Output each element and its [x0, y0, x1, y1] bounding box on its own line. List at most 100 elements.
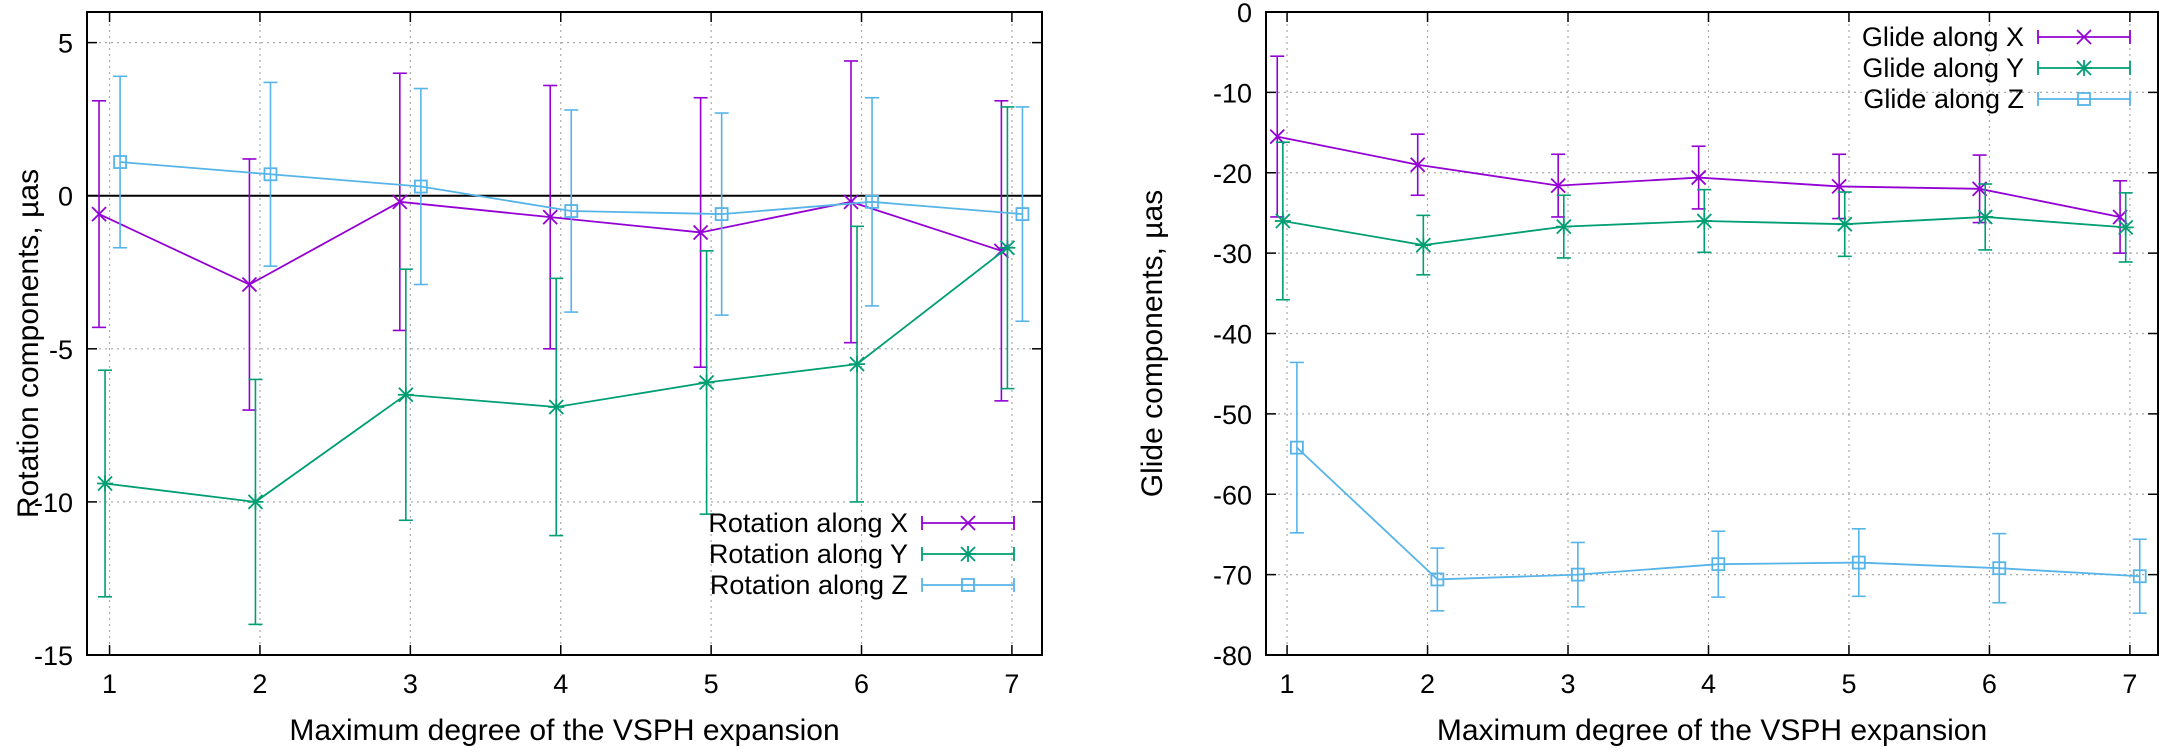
y-axis-label: Rotation components, µas — [12, 169, 45, 518]
data-point-marker — [999, 239, 1016, 256]
data-point-marker — [97, 475, 114, 492]
marker-stroke — [843, 194, 859, 210]
x-axis-label: Maximum degree of the VSPH expansion — [289, 714, 839, 747]
data-point-marker — [1836, 216, 1853, 233]
legend-label: Rotation along Z — [710, 570, 908, 600]
marker-stroke — [1691, 169, 1707, 186]
series-2 — [1274, 141, 2134, 301]
y-tick-label: -40 — [1213, 320, 1252, 350]
y-tick-label: -30 — [1213, 239, 1252, 269]
y-tick-label: -15 — [34, 641, 73, 671]
chart-panel-1: 1 2 3 4 5 6 7 5 0 -5 -10 -15 Maximum degree of the V… — [12, 11, 1043, 747]
marker-stroke — [542, 209, 558, 225]
marker-stroke — [392, 194, 408, 210]
marker-stroke — [1550, 177, 1566, 194]
y-tick-label: -5 — [49, 335, 73, 365]
x-tick-label: 1 — [102, 669, 117, 699]
data-point-marker — [2076, 60, 2092, 76]
data-point-marker — [1691, 169, 1707, 186]
data-point-marker — [843, 194, 859, 210]
data-point-marker — [542, 209, 558, 225]
data-point-marker — [714, 207, 729, 221]
data-point-marker — [960, 515, 976, 531]
data-point-marker — [1696, 212, 1713, 229]
data-point-marker — [1290, 440, 1304, 455]
y-tick-label: -10 — [1213, 78, 1252, 108]
data-point-marker — [1430, 572, 1445, 587]
marker-stroke — [2112, 209, 2128, 225]
legend-label: Glide along Y — [1862, 53, 2024, 83]
legend-entry: Glide along Z — [1863, 84, 2131, 114]
marker-stroke — [960, 515, 976, 531]
data-point-marker — [1274, 212, 1291, 229]
legend-entry: Glide along X — [1862, 22, 2131, 52]
legend-entry: Rotation along Y — [709, 539, 1015, 569]
data-point-marker — [263, 167, 278, 182]
x-tick-label: 2 — [1420, 669, 1435, 699]
data-point-marker — [1015, 207, 1030, 221]
y-axis-label: Glide components, µas — [1136, 190, 1169, 497]
data-point-marker — [413, 179, 428, 194]
x-tick-label: 6 — [854, 669, 869, 699]
data-point-marker — [1410, 157, 1426, 173]
marker-stroke — [2076, 29, 2092, 45]
plot-frame — [86, 11, 1043, 656]
marker-stroke — [692, 224, 709, 241]
data-point-marker — [1851, 555, 1866, 570]
chart-panel-2: 1 2 3 4 5 6 7 0 -10 -20 -30 -40 -50 -60 -70 -80 Maximum … — [1136, 0, 2159, 747]
data-point-marker — [392, 194, 408, 210]
data-point-marker — [91, 206, 107, 222]
x-tick-label: 7 — [2122, 669, 2137, 699]
y-tick-label: -70 — [1213, 561, 1252, 591]
data-point-marker — [2077, 92, 2091, 106]
y-tick-label: -80 — [1213, 641, 1252, 671]
legend-entry: Glide along Y — [1862, 53, 2131, 83]
data-point-marker — [113, 155, 127, 169]
series-line — [120, 161, 1023, 215]
data-point-marker — [2132, 569, 2147, 584]
series-line — [1296, 446, 2140, 581]
data-point-marker — [1269, 128, 1285, 145]
series-3 — [1289, 361, 2147, 615]
legend-entry: Rotation along Z — [710, 570, 1015, 600]
y-tick-label: -60 — [1213, 480, 1252, 510]
plot-frame — [1265, 11, 2159, 656]
data-point-marker — [692, 224, 709, 241]
x-tick-label: 2 — [252, 669, 267, 699]
data-point-marker — [247, 493, 264, 510]
x-tick-label: 3 — [403, 669, 418, 699]
marker-stroke — [1831, 178, 1847, 195]
data-point-marker — [1550, 177, 1566, 194]
series-1 — [91, 60, 1010, 411]
legend-label: Glide along Z — [1863, 84, 2024, 114]
data-point-marker — [849, 356, 866, 373]
data-point-marker — [1977, 208, 1994, 225]
x-axis-label: Maximum degree of the VSPH expansion — [1437, 714, 1987, 747]
x-tick-label: 7 — [1004, 669, 1019, 699]
legend-label: Glide along X — [1862, 22, 2024, 52]
series-2 — [97, 106, 1016, 626]
x-tick-label: 6 — [1982, 669, 1997, 699]
data-point-marker — [2076, 29, 2092, 45]
x-tick-label: 1 — [1280, 669, 1295, 699]
x-tick-label: 5 — [704, 669, 719, 699]
legend-entry: Rotation along X — [708, 508, 1015, 538]
x-tick-label: 4 — [553, 669, 568, 699]
data-point-marker — [2112, 209, 2128, 225]
data-point-marker — [1555, 218, 1572, 235]
series-1 — [1269, 55, 2128, 254]
legend-label: Rotation along Y — [709, 539, 908, 569]
marker-stroke — [1410, 157, 1426, 173]
marker-stroke — [241, 276, 258, 293]
x-tick-label: 3 — [1561, 669, 1576, 699]
data-point-marker — [564, 204, 579, 218]
y-tick-label: 0 — [58, 182, 73, 212]
data-point-marker — [1711, 557, 1726, 572]
data-point-marker — [548, 398, 565, 415]
y-tick-label: -20 — [1213, 159, 1252, 189]
data-point-marker — [1415, 237, 1432, 254]
